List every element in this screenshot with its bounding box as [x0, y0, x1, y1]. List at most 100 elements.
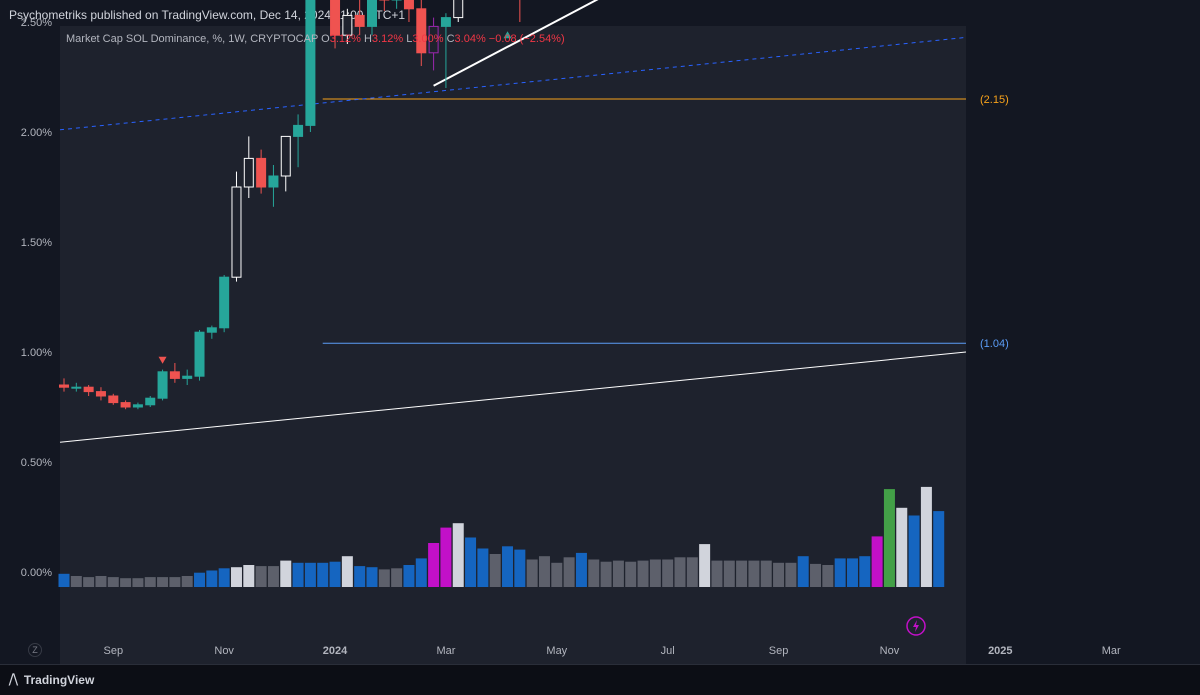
legend-change: −0.08 (−2.54%) — [488, 33, 565, 45]
buy-marker-icon — [503, 31, 512, 39]
x-tick-label: May — [546, 645, 567, 657]
volume-bar — [341, 556, 353, 587]
volume-bar — [502, 546, 514, 587]
volume-bar — [711, 560, 723, 587]
x-tick-label: Nov — [880, 645, 900, 657]
candle-body — [256, 157, 267, 188]
x-tick-label: 2025 — [988, 645, 1012, 657]
volume-bar — [181, 576, 193, 587]
x-tick-label: Mar — [1102, 645, 1121, 657]
price-chart[interactable]: 4.50%4.00%3.50%3.00%2.50%2.00%1.50%1.00%… — [0, 0, 1200, 665]
candle-body — [453, 0, 464, 19]
volume-bar — [107, 577, 119, 587]
volume-bar — [846, 558, 858, 587]
volume-bar — [95, 576, 107, 587]
candle-body — [367, 0, 377, 27]
volume-bar — [748, 560, 760, 587]
volume-bar — [637, 560, 649, 587]
candle-body — [169, 371, 180, 379]
volume-bar — [440, 527, 452, 587]
price-axis — [0, 26, 60, 664]
volume-bar — [428, 543, 440, 587]
x-tick-label: Sep — [769, 645, 789, 657]
volume-bar — [514, 549, 526, 587]
candle-body — [120, 402, 131, 408]
volume-bar — [354, 566, 366, 587]
volume-bar — [218, 568, 230, 587]
candle-body — [280, 135, 291, 177]
volume-bar — [230, 567, 242, 587]
volume-bar — [132, 578, 144, 587]
legend-low-label: L — [406, 33, 413, 45]
candle-body — [231, 186, 242, 278]
alert-bolt-icon[interactable] — [906, 616, 926, 636]
axis-divider — [0, 664, 1200, 665]
volume-bar — [649, 559, 661, 587]
y-tick-label: 0.00% — [21, 567, 52, 579]
volume-bar — [378, 569, 390, 587]
zoom-button[interactable]: Z — [28, 643, 42, 657]
x-tick-label: Nov — [214, 645, 234, 657]
level-label: (1.04) — [980, 338, 1009, 350]
candle-body — [268, 175, 279, 188]
volume-bar — [267, 566, 279, 587]
volume-bar — [662, 559, 674, 587]
y-tick-label: 2.00% — [21, 127, 52, 139]
volume-bar — [699, 544, 711, 587]
volume-bar — [896, 507, 908, 587]
volume-bar — [785, 562, 797, 587]
candle-body — [95, 391, 106, 397]
footer-bar: ⧸⧹ TradingView — [0, 665, 1200, 695]
legend-open: 3.12% — [329, 33, 361, 45]
volume-bar — [415, 558, 427, 587]
candle-body — [132, 404, 143, 408]
volume-bar — [58, 573, 70, 587]
volume-bar — [329, 561, 341, 587]
volume-bar — [477, 548, 489, 587]
volume-bar — [243, 565, 255, 587]
candle-body — [416, 8, 427, 54]
brand-name[interactable]: TradingView — [23, 673, 95, 687]
volume-bar — [797, 556, 809, 587]
candle-body — [403, 0, 414, 10]
x-tick-label: Mar — [436, 645, 455, 657]
volume-bar — [834, 558, 846, 587]
candle-body — [342, 14, 353, 36]
volume-bar — [859, 556, 871, 587]
volume-bar — [920, 486, 932, 587]
volume-bar — [194, 572, 206, 587]
legend-low: 3.00% — [412, 33, 444, 45]
legend-close: 3.04% — [454, 33, 486, 45]
y-tick-label: 1.50% — [21, 237, 52, 249]
volume-bar — [292, 562, 304, 587]
volume-bar — [810, 563, 822, 587]
volume-bar — [403, 565, 415, 587]
volume-bar — [822, 565, 834, 587]
volume-bar — [674, 557, 686, 587]
candle-body — [71, 386, 82, 389]
volume-bar — [120, 578, 132, 587]
sell-marker-icon — [158, 356, 167, 364]
candle-body — [83, 386, 94, 393]
candle-body — [59, 384, 69, 388]
bolt-glyph-icon — [913, 620, 919, 632]
volume-bar — [686, 557, 698, 587]
trendline — [59, 351, 967, 443]
volume-bar — [304, 562, 316, 587]
candle-body — [330, 0, 341, 36]
volume-bar — [157, 577, 169, 587]
x-tick-label: 2024 — [323, 645, 348, 657]
trendline — [433, 0, 599, 87]
volume-bar — [526, 559, 538, 587]
volume-bar — [366, 567, 378, 587]
volume-bar — [933, 511, 945, 587]
candle-body — [354, 14, 365, 27]
candle-body — [428, 25, 439, 54]
volume-bar — [736, 560, 748, 587]
volume-bar — [83, 577, 95, 587]
volume-bar — [773, 562, 785, 587]
candle-body — [305, 0, 316, 126]
legend-title: Market Cap SOL Dominance, %, 1W, CRYPTOC… — [66, 33, 319, 45]
legend-high: 3.12% — [371, 33, 404, 45]
volume-bar — [625, 561, 637, 587]
